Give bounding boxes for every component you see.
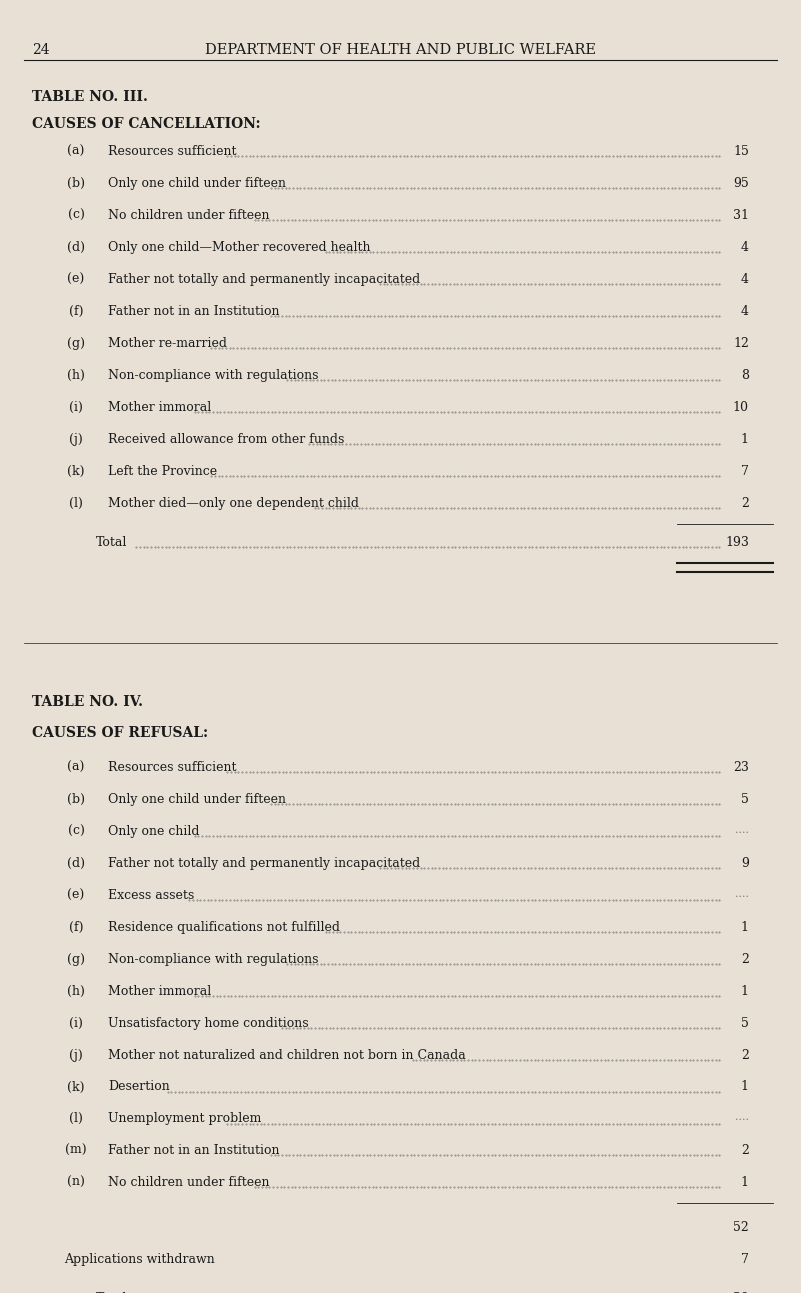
Text: (e): (e) <box>67 273 85 286</box>
Text: TABLE NO. III.: TABLE NO. III. <box>32 89 148 103</box>
Text: (j): (j) <box>69 433 83 446</box>
Text: Unemployment problem: Unemployment problem <box>108 1112 261 1125</box>
Text: Only one child under fifteen: Only one child under fifteen <box>108 177 286 190</box>
Text: Father not in an Institution: Father not in an Institution <box>108 305 280 318</box>
Text: ....: .... <box>735 1112 749 1122</box>
Text: (d): (d) <box>67 857 85 870</box>
Text: Non-compliance with regulations: Non-compliance with regulations <box>108 369 319 381</box>
Text: Left the Province: Left the Province <box>108 464 217 477</box>
Text: Mother re-married: Mother re-married <box>108 336 227 350</box>
Text: DEPARTMENT OF HEALTH AND PUBLIC WELFARE: DEPARTMENT OF HEALTH AND PUBLIC WELFARE <box>205 43 596 57</box>
Text: Non-compliance with regulations: Non-compliance with regulations <box>108 953 319 966</box>
Text: 2: 2 <box>741 1049 749 1062</box>
Text: 10: 10 <box>733 401 749 414</box>
Text: 52: 52 <box>733 1221 749 1234</box>
Text: (g): (g) <box>67 336 85 350</box>
Text: No children under fifteen: No children under fifteen <box>108 1177 270 1190</box>
Text: Father not totally and permanently incapacitated: Father not totally and permanently incap… <box>108 273 421 286</box>
Text: 1: 1 <box>741 984 749 998</box>
Text: 193: 193 <box>725 535 749 550</box>
Text: Only one child: Only one child <box>108 825 199 838</box>
Text: Total: Total <box>96 535 127 550</box>
Text: No children under fifteen: No children under fifteen <box>108 209 270 222</box>
Text: (n): (n) <box>67 1177 85 1190</box>
Text: 1: 1 <box>741 921 749 934</box>
Text: (k): (k) <box>67 464 85 477</box>
Text: (e): (e) <box>67 888 85 901</box>
Text: (g): (g) <box>67 953 85 966</box>
Text: (b): (b) <box>67 177 85 190</box>
Text: (d): (d) <box>67 240 85 253</box>
Text: CAUSES OF CANCELLATION:: CAUSES OF CANCELLATION: <box>32 116 260 131</box>
Text: Father not totally and permanently incapacitated: Father not totally and permanently incap… <box>108 857 421 870</box>
Text: 2: 2 <box>741 1144 749 1157</box>
Text: 5: 5 <box>741 1016 749 1029</box>
Text: (i): (i) <box>69 401 83 414</box>
Text: 12: 12 <box>733 336 749 350</box>
Text: Excess assets: Excess assets <box>108 888 195 901</box>
Text: 31: 31 <box>733 209 749 222</box>
Text: 15: 15 <box>733 145 749 158</box>
Text: Mother immoral: Mother immoral <box>108 401 211 414</box>
Text: (i): (i) <box>69 1016 83 1029</box>
Text: Resources sufficient: Resources sufficient <box>108 760 236 775</box>
Text: ....: .... <box>735 825 749 835</box>
Text: Desertion: Desertion <box>108 1081 170 1094</box>
Text: Mother immoral: Mother immoral <box>108 984 211 998</box>
Text: (a): (a) <box>67 760 85 775</box>
Text: (f): (f) <box>69 921 83 934</box>
Text: (a): (a) <box>67 145 85 158</box>
Text: 23: 23 <box>733 760 749 775</box>
Text: (c): (c) <box>67 825 85 838</box>
Text: 5: 5 <box>741 793 749 806</box>
Text: Only one child under fifteen: Only one child under fifteen <box>108 793 286 806</box>
Text: CAUSES OF REFUSAL:: CAUSES OF REFUSAL: <box>32 727 208 741</box>
Text: (f): (f) <box>69 305 83 318</box>
Text: (h): (h) <box>67 369 85 381</box>
Text: 2: 2 <box>741 497 749 509</box>
Text: Mother not naturalized and children not born in Canada: Mother not naturalized and children not … <box>108 1049 466 1062</box>
Text: 4: 4 <box>741 273 749 286</box>
Text: Only one child—Mother recovered health: Only one child—Mother recovered health <box>108 240 371 253</box>
Text: 8: 8 <box>741 369 749 381</box>
Text: 1: 1 <box>741 1081 749 1094</box>
Text: (m): (m) <box>66 1144 87 1157</box>
Text: 24: 24 <box>32 43 50 57</box>
Text: Received allowance from other funds: Received allowance from other funds <box>108 433 344 446</box>
Text: 4: 4 <box>741 240 749 253</box>
Text: 9: 9 <box>741 857 749 870</box>
Text: ....: .... <box>735 888 749 899</box>
Text: Residence qualifications not fulfilled: Residence qualifications not fulfilled <box>108 921 340 934</box>
Text: (k): (k) <box>67 1081 85 1094</box>
Text: Resources sufficient: Resources sufficient <box>108 145 236 158</box>
Text: 7: 7 <box>741 464 749 477</box>
Text: 4: 4 <box>741 305 749 318</box>
Text: (l): (l) <box>69 1112 83 1125</box>
Text: Unsatisfactory home conditions: Unsatisfactory home conditions <box>108 1016 308 1029</box>
Text: 95: 95 <box>733 177 749 190</box>
Text: 1: 1 <box>741 1177 749 1190</box>
Text: (l): (l) <box>69 497 83 509</box>
Text: TABLE NO. IV.: TABLE NO. IV. <box>32 694 143 709</box>
Text: (h): (h) <box>67 984 85 998</box>
Text: (c): (c) <box>67 209 85 222</box>
Text: Applications withdrawn: Applications withdrawn <box>64 1253 215 1266</box>
Text: (j): (j) <box>69 1049 83 1062</box>
Text: 1: 1 <box>741 433 749 446</box>
Text: 2: 2 <box>741 953 749 966</box>
Text: Father not in an Institution: Father not in an Institution <box>108 1144 280 1157</box>
Text: (b): (b) <box>67 793 85 806</box>
Text: 7: 7 <box>741 1253 749 1266</box>
Text: Mother died—only one dependent child: Mother died—only one dependent child <box>108 497 359 509</box>
